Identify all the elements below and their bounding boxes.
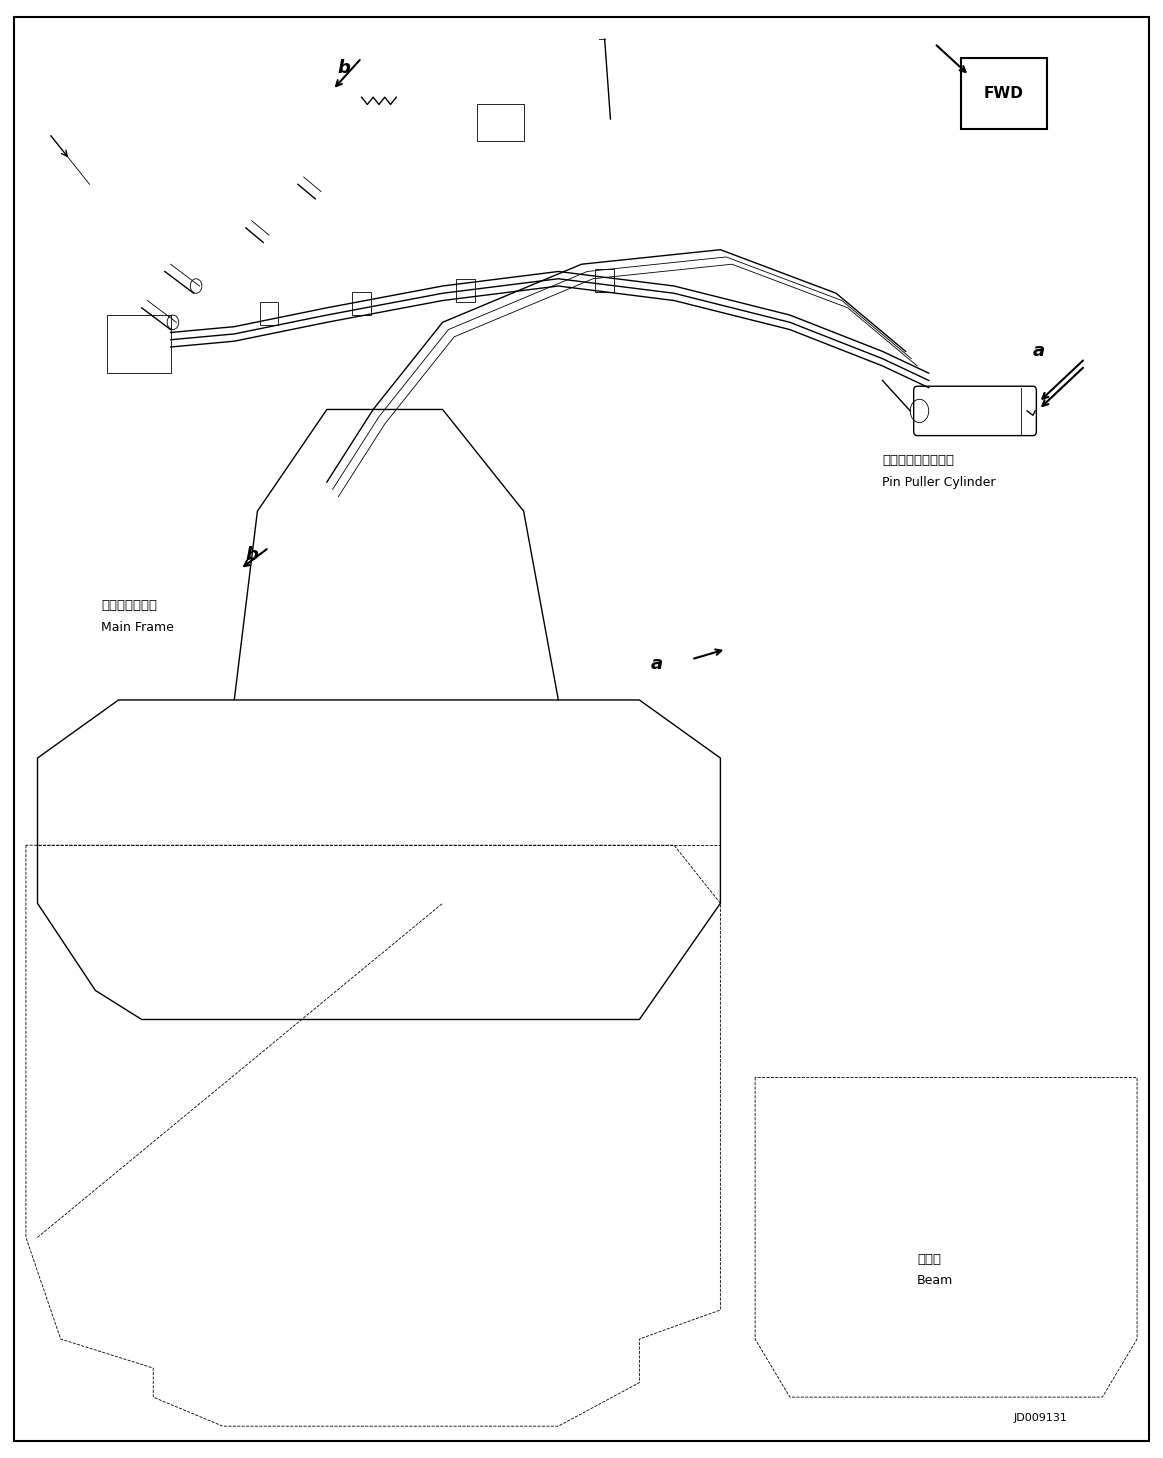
Text: b: b: [245, 545, 258, 564]
Text: Main Frame: Main Frame: [101, 621, 174, 634]
Bar: [107, 315, 171, 373]
Bar: [457, 278, 475, 302]
Bar: [352, 292, 371, 315]
Bar: [477, 105, 523, 141]
Text: a: a: [1033, 343, 1044, 360]
FancyBboxPatch shape: [914, 386, 1036, 436]
Text: JD009131: JD009131: [1014, 1413, 1068, 1423]
FancyBboxPatch shape: [961, 58, 1047, 130]
Bar: [259, 302, 278, 325]
Text: Pin Puller Cylinder: Pin Puller Cylinder: [883, 475, 996, 488]
Text: ビーム: ビーム: [918, 1252, 941, 1266]
Text: b: b: [337, 60, 351, 77]
Bar: [595, 268, 614, 292]
Text: a: a: [650, 655, 663, 672]
Text: ピンプラーシリンダ: ピンプラーシリンダ: [883, 453, 955, 467]
Text: メインフレーム: メインフレーム: [101, 599, 157, 612]
Text: Beam: Beam: [918, 1274, 954, 1287]
Text: FWD: FWD: [984, 86, 1023, 101]
